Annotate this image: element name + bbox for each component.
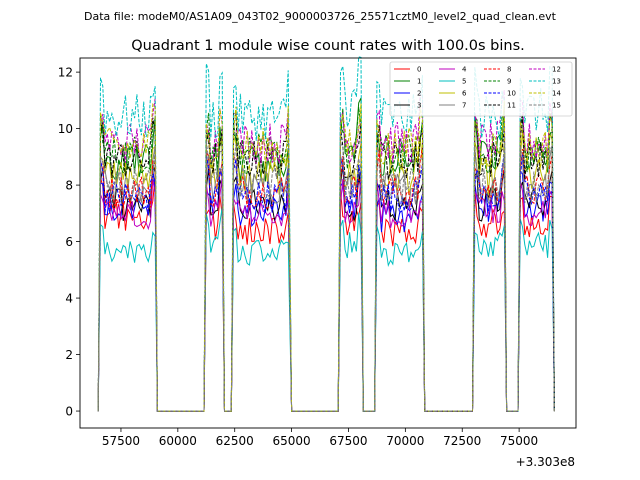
legend-box [389,61,573,117]
y-tick-label: 8 [65,179,73,193]
x-tick-label: 67500 [329,434,367,448]
series-layer [97,56,555,412]
y-tick-label: 12 [58,66,73,80]
legend-label-12: 12 [552,66,561,74]
x-tick-label: 70000 [386,434,424,448]
series-line-9 [97,106,555,412]
series-line-11 [97,111,555,412]
series-line-13 [97,56,555,412]
series-line-4 [97,175,555,412]
legend-label-7: 7 [462,102,466,110]
legend-label-13: 13 [552,78,561,86]
legend-label-4: 4 [462,66,467,74]
series-line-3 [97,163,555,412]
series-line-14 [97,100,555,412]
legend-label-14: 14 [552,90,561,98]
x-tick-label: 60000 [159,434,197,448]
y-tick-label: 6 [65,235,73,249]
x-tick-label: 75000 [500,434,538,448]
legend-label-9: 9 [507,78,511,86]
legend-label-10: 10 [507,90,516,98]
series-line-5 [97,207,555,412]
x-axis: 57500 60000 62500 65000 67500 70000 72500 75000 [102,428,538,448]
x-tick-label: 72500 [443,434,481,448]
y-tick-label: 0 [65,405,73,419]
series-line-15 [97,140,555,412]
x-tick-label: 65000 [273,434,311,448]
y-tick-label: 2 [65,348,73,362]
x-offset-label: +3.303e8 [516,455,575,469]
legend-label-11: 11 [507,102,516,110]
legend-label-1: 1 [417,78,421,86]
legend-label-8: 8 [507,66,511,74]
legend-label-2: 2 [417,90,421,98]
plot-area [80,58,576,428]
legend-label-15: 15 [552,102,561,110]
data-file-caption: Data file: modeM0/AS1A09_043T02_90000037… [84,10,557,23]
series-line-8 [97,147,555,412]
legend-label-0: 0 [417,66,421,74]
series-line-12 [97,89,555,412]
legend-label-6: 6 [462,90,467,98]
series-line-0 [97,177,555,412]
plot-frame [79,57,577,429]
legend-label-5: 5 [462,78,466,86]
chart-title: Quadrant 1 module wise count rates with … [131,38,525,54]
x-tick-label: 62500 [216,434,254,448]
y-tick-label: 10 [58,122,73,136]
x-tick-label: 57500 [102,434,140,448]
y-tick-label: 4 [65,292,73,306]
series-line-10 [97,154,555,412]
legend-label-3: 3 [417,102,421,110]
y-axis: 0 2 4 6 8 10 12 [58,66,80,419]
